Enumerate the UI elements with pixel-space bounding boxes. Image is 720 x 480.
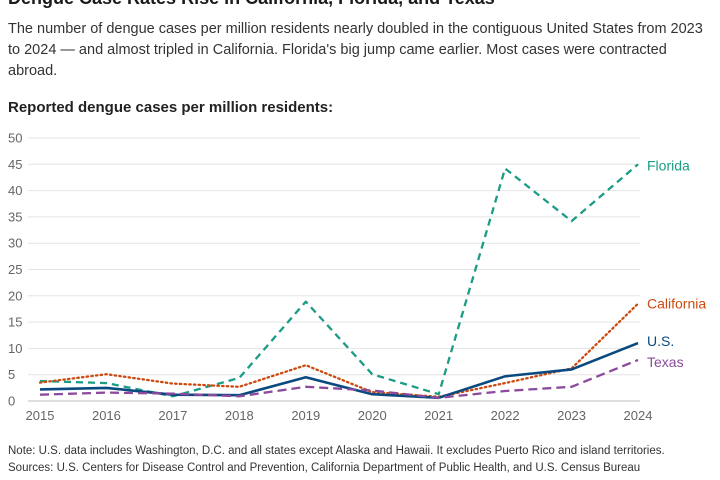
series-line-california — [38, 302, 640, 398]
y-tick-label: 0 — [8, 394, 15, 409]
y-tick-label: 10 — [8, 341, 22, 356]
y-axis-ticks: 0 5 10 15 20 25 30 35 40 45 50 — [8, 131, 22, 409]
series-lines — [38, 163, 640, 400]
x-tick-label: 2019 — [291, 408, 320, 423]
y-tick-label: 30 — [8, 236, 22, 251]
x-axis-ticks: 2015 2016 2017 2018 2019 2020 2021 2022 2023 2024 — [26, 408, 653, 423]
x-tick-label: 2018 — [225, 408, 254, 423]
y-tick-label: 25 — [8, 262, 22, 277]
x-tick-label: 2015 — [26, 408, 55, 423]
chart-subtitle: The number of dengue cases per million r… — [8, 21, 703, 79]
x-tick-label: 2023 — [557, 408, 586, 423]
series-label-florida: Florida — [647, 157, 690, 173]
series-labels: Florida California U.S. Texas — [647, 157, 706, 370]
y-tick-label: 20 — [8, 288, 22, 303]
series-line-texas — [39, 358, 639, 399]
series-label-california: California — [647, 296, 706, 312]
chart-sources: Sources: U.S. Centers for Disease Contro… — [8, 462, 641, 474]
chart-note: Note: U.S. data includes Washington, D.C… — [8, 445, 665, 457]
y-tick-label: 15 — [8, 315, 22, 330]
x-tick-label: 2016 — [92, 408, 121, 423]
series-label-texas: Texas — [647, 354, 684, 370]
x-tick-label: 2020 — [358, 408, 387, 423]
series-label-u-s: U.S. — [647, 333, 674, 349]
chart-title: Dengue Case Rates Rise in California, Fl… — [8, 0, 495, 9]
y-tick-label: 5 — [8, 367, 15, 382]
x-tick-label: 2024 — [624, 408, 653, 423]
series-line-u-s — [39, 341, 639, 400]
y-tick-label: 40 — [8, 183, 22, 198]
x-tick-label: 2017 — [158, 408, 187, 423]
series-line-florida — [39, 163, 639, 398]
gridlines — [28, 137, 640, 402]
y-axis-label: Reported dengue cases per million reside… — [8, 99, 334, 116]
x-tick-label: 2021 — [424, 408, 453, 423]
y-tick-label: 50 — [8, 131, 22, 146]
x-tick-label: 2022 — [491, 408, 520, 423]
y-tick-label: 45 — [8, 157, 22, 172]
y-tick-label: 35 — [8, 209, 22, 224]
